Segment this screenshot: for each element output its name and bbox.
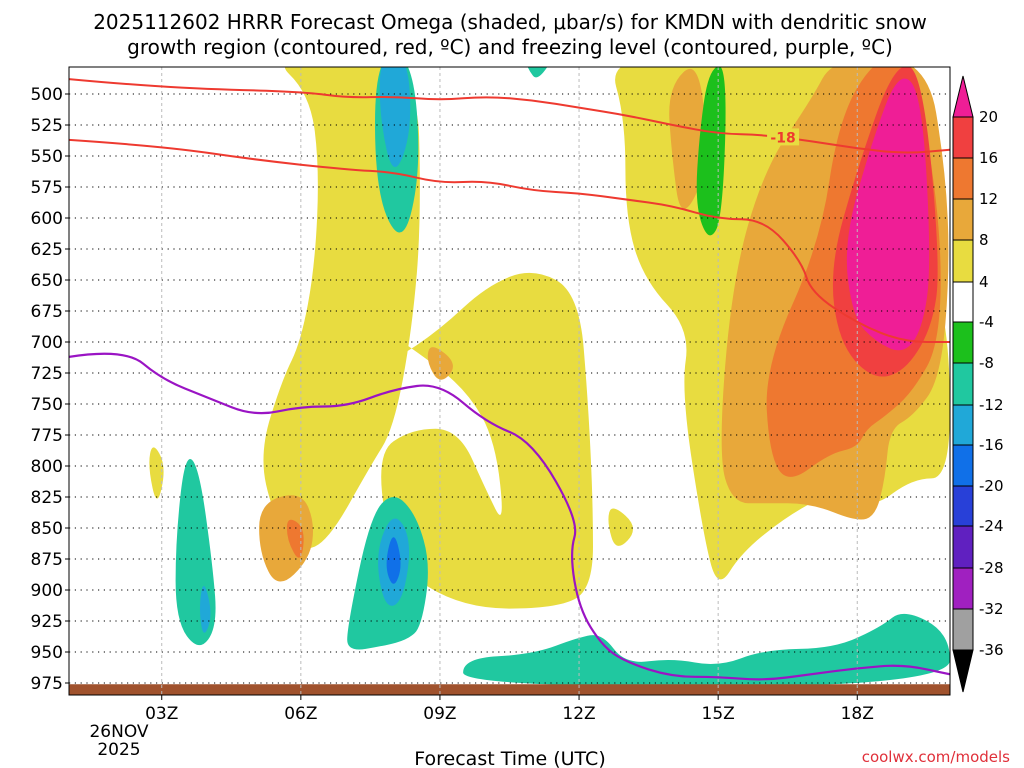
y-tick-label: 950 [31,643,63,663]
x-tick-label: 06Z [284,704,317,724]
y-tick-label: 725 [31,364,63,384]
y-tick-label: 750 [31,395,63,415]
dgz-upper-contour [69,78,950,154]
omega-region [846,78,930,351]
omega-region [386,537,401,584]
colorbar-label: 12 [979,190,998,208]
colorbar-label: -28 [979,559,1004,577]
colorbar-segment [952,362,974,406]
y-tick-label: 550 [31,147,63,167]
colorbar-segment [952,525,974,569]
y-tick-label: 975 [31,674,63,694]
omega-region [608,508,633,546]
omega-region [149,447,164,499]
ground-surface-band [69,684,950,695]
y-tick-label: 650 [31,271,63,291]
y-tick-label: 675 [31,302,63,322]
omega-region [259,495,314,582]
colorbar-label: -4 [979,313,994,331]
omega-region [669,68,706,209]
colorbar-segment [952,321,974,364]
y-tick-label: 625 [31,240,63,260]
date-label-year: 2025 [97,740,140,760]
omega-shaded-regions [69,67,950,695]
colorbar-segment [952,198,974,241]
y-tick-label: 575 [31,178,63,198]
y-tick-label: 875 [31,550,63,570]
colorbar: 20 16 12 8 4 -4 -8 -12 -16 -20 -24 -28 -32 -36 [952,75,1004,693]
y-tick-label: 850 [31,519,63,539]
colorbar-label: -36 [979,641,1004,659]
omega-region [379,67,411,167]
x-tick-label: 15Z [702,704,735,724]
y-tick-label: 800 [31,457,63,477]
y-tick-label: 525 [31,116,63,136]
colorbar-segment [952,281,974,323]
x-axis-time-ticks: 03Z 06Z 09Z 12Z 15Z 18Z [145,695,874,724]
x-tick-label: 12Z [562,704,595,724]
colorbar-bottom-extension [952,649,974,693]
dgz-lower-contour [69,138,950,343]
colorbar-segment [952,404,974,446]
x-tick-label: 09Z [423,704,456,724]
y-tick-label: 775 [31,426,63,446]
colorbar-label: 20 [979,108,998,126]
x-axis-label: Forecast Time (UTC) [414,748,605,768]
colorbar-label: -16 [979,436,1004,454]
plot-area: -18 [69,67,950,695]
colorbar-label: -20 [979,477,1004,495]
y-axis-pressure-ticks: 500 525 550 575 600 625 650 675 700 725 750 775 800 8… [31,85,69,694]
chart-title-line-2: growth region (contoured, red, ºC) and f… [127,35,893,59]
colorbar-label: 4 [979,273,989,291]
colorbar-segment [952,239,974,283]
colorbar-segment [952,567,974,610]
contour-label-bg [767,128,800,146]
y-tick-label: 825 [31,488,63,508]
colorbar-label: -24 [979,517,1004,535]
colorbar-segment [952,485,974,527]
contour-lines: -18 [69,78,950,681]
omega-region [463,613,950,687]
colorbar-segment [952,608,974,651]
omega-region [527,67,548,78]
y-tick-label: 600 [31,209,63,229]
colorbar-top-extension [952,75,974,118]
credit-text: coolwx.com/models [862,748,1010,766]
x-tick-label: 18Z [841,704,874,724]
x-tick-label: 03Z [145,704,178,724]
y-tick-label: 700 [31,333,63,353]
grid-lines [69,67,950,695]
colorbar-label: 8 [979,231,989,249]
y-tick-label: 500 [31,85,63,105]
chart-title-line-1: 2025112602 HRRR Forecast Omega (shaded, … [93,10,927,34]
colorbar-label: -8 [979,354,994,372]
date-label-day: 26NOV [89,722,148,742]
colorbar-label: 16 [979,149,998,167]
colorbar-segment [952,116,974,159]
y-tick-label: 925 [31,612,63,632]
colorbar-segment [952,157,974,200]
freezing-level-contour [69,352,950,681]
colorbar-label: -32 [979,600,1004,618]
plot-frame [68,66,951,696]
dgz-contour-label: -18 [770,130,795,146]
y-tick-label: 900 [31,581,63,601]
omega-region [286,519,304,558]
colorbar-segment [952,444,974,487]
colorbar-label: -12 [979,396,1004,414]
